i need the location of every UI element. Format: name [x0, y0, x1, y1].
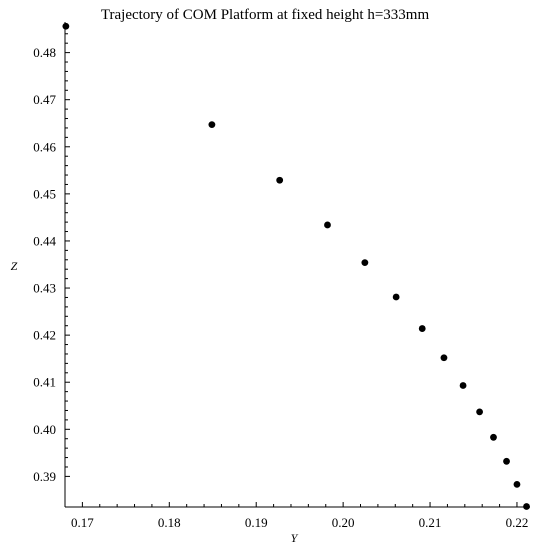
data-point	[459, 382, 467, 389]
y-tick-label: 0.41	[33, 375, 56, 390]
data-point	[523, 503, 530, 510]
data-point	[476, 408, 483, 416]
y-tick-label: 0.43	[33, 281, 56, 296]
y-tick-label: 0.44	[33, 233, 56, 248]
x-axis-label: Y	[291, 531, 299, 545]
data-point	[490, 433, 497, 441]
data-point	[324, 221, 331, 229]
data-point	[513, 480, 521, 488]
x-tick-label: 0.18	[158, 515, 181, 530]
y-axis-label: Z	[11, 259, 18, 273]
data-point	[276, 176, 284, 184]
y-tick-label: 0.45	[33, 186, 56, 201]
x-tick-label: 0.19	[245, 515, 268, 530]
data-point	[392, 293, 400, 301]
data-points	[62, 22, 530, 510]
data-point	[503, 457, 510, 465]
data-point	[418, 325, 426, 332]
y-tick-label: 0.46	[33, 139, 56, 154]
ticks: 0.17 0.18 0.19 0.20 0.21 0.22 0.39 0.40 0.41 0.42…	[33, 23, 529, 530]
x-tick-label: 0.22	[506, 515, 529, 530]
y-tick-label: 0.47	[33, 92, 56, 107]
x-tick-label: 0.21	[419, 515, 442, 530]
y-tick-label: 0.39	[33, 469, 56, 484]
data-point	[361, 259, 369, 267]
data-point	[208, 121, 216, 129]
x-tick-label: 0.20	[332, 515, 355, 530]
data-point	[440, 354, 448, 362]
y-tick-label: 0.42	[33, 328, 56, 343]
y-tick-label: 0.40	[33, 422, 56, 437]
data-point	[62, 22, 70, 30]
y-tick-label: 0.48	[33, 45, 56, 60]
chart-title: Trajectory of COM Platform at fixed heig…	[101, 7, 430, 23]
x-tick-label: 0.17	[71, 515, 94, 530]
